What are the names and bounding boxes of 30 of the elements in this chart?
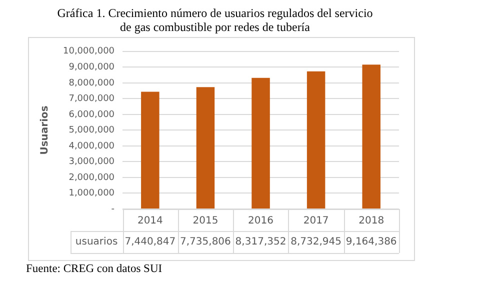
y-tick-label: 7,000,000 [68, 94, 115, 104]
bar [362, 64, 380, 208]
y-tick-label: 10,000,000 [63, 46, 115, 57]
y-axis-title: Usuarios [40, 106, 51, 155]
y-tick-label: 1,000,000 [68, 188, 115, 199]
y-tick-label: 2,000,000 [68, 172, 115, 183]
bar [252, 78, 270, 208]
source-note: Fuente: CREG con datos SUI [26, 263, 162, 275]
bar [306, 71, 326, 208]
data-label: 9,164,386 [346, 236, 397, 248]
x-tick-label: 2016 [248, 216, 274, 227]
data-label: 8,732,945 [290, 236, 342, 248]
data-label: 7,735,806 [180, 236, 231, 248]
y-tick-label: 5,000,000 [68, 126, 115, 136]
data-label: 7,440,847 [124, 236, 176, 248]
x-tick-label: 2018 [358, 216, 384, 227]
y-tick-label: - [111, 204, 115, 214]
data-label: 8,317,352 [235, 236, 286, 248]
y-tick-label: 4,000,000 [68, 141, 115, 152]
x-tick-label: 2015 [192, 216, 218, 227]
text: usuarios [75, 236, 118, 248]
bar [196, 87, 215, 208]
chart-title: Gráfica 1. Crecimiento número de usuarios regulados del servicio de gas combustible por redes de tubería [56, 6, 374, 34]
y-tick-label: 8,000,000 [68, 78, 115, 88]
y-tick-label: 3,000,000 [68, 157, 115, 168]
y-tick-label: 9,000,000 [68, 62, 115, 73]
x-tick-label: 2017 [303, 216, 329, 227]
y-tick-label: 6,000,000 [68, 110, 115, 120]
bar [141, 92, 160, 208]
x-tick-label: 2014 [137, 216, 163, 227]
